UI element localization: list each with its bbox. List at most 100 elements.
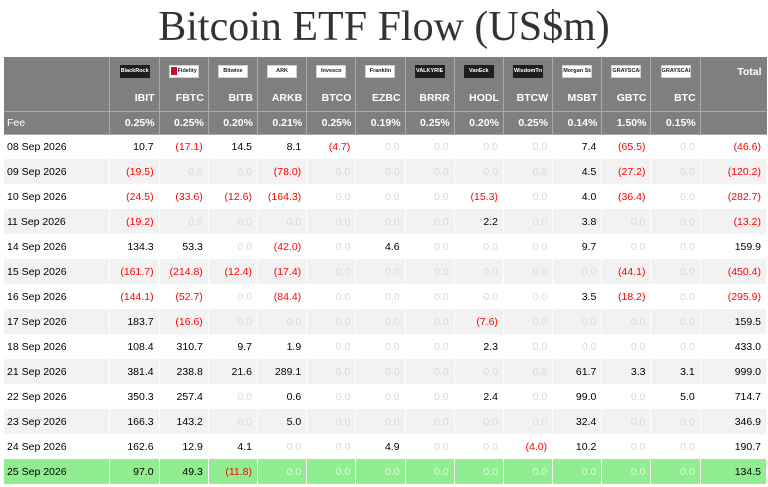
flow-cell: 0.0 <box>650 134 701 159</box>
flow-cell: 0.0 <box>405 134 455 159</box>
row-date: 08 Sep 2026 <box>4 134 111 159</box>
fidelity-mark-icon <box>170 66 177 75</box>
flow-cell: 0.0 <box>306 234 357 259</box>
table-row: 14 Sep 2026 134.3 53.3 0.0 (42.0) 0.0 4.6 0.0 0.… <box>4 234 768 259</box>
flow-cell: 0.0 <box>306 259 357 284</box>
flow-cell: 0.0 <box>650 209 701 234</box>
flow-cell: 0.0 <box>405 434 455 459</box>
flow-cell: 0.0 <box>601 459 652 484</box>
flow-cell: 0.0 <box>355 209 406 234</box>
row-date: 10 Sep 2026 <box>4 184 111 209</box>
table-row: 17 Sep 2026 183.7 (16.6) 0.0 0.0 0.0 0.0 0.0 (7.… <box>4 309 768 334</box>
logo-row: BlackRock Fidelity Bitwise ARK Invesco Frankl… <box>4 57 767 86</box>
fee-label: Fee <box>4 110 111 135</box>
row-total: (450.4) <box>700 259 768 284</box>
flow-cell: (11.8) <box>208 459 258 484</box>
flow-cell: (42.0) <box>257 234 308 259</box>
flow-cell: 0.0 <box>355 384 406 409</box>
row-total: 190.7 <box>700 434 768 459</box>
fund-fee: 0.25% <box>306 110 357 135</box>
flow-cell: (18.2) <box>601 284 652 309</box>
fund-logo-cell: Morgan Stanley <box>552 57 603 86</box>
flow-cell: 0.0 <box>208 209 258 234</box>
table-row: 16 Sep 2026 (144.1) (52.7) 0.0 (84.4) 0.0 0.0 0… <box>4 284 768 309</box>
flow-cell: (214.8) <box>159 259 209 284</box>
flow-cell: 0.0 <box>503 284 554 309</box>
flow-cell: 0.0 <box>552 309 603 334</box>
flow-cell: (4.7) <box>306 134 357 159</box>
flow-cell: 0.0 <box>503 234 554 259</box>
fund-logo-text: Franklin <box>369 68 392 74</box>
flow-cell: 0.0 <box>306 409 357 434</box>
flow-cell: 7.4 <box>552 134 603 159</box>
flow-cell: 0.0 <box>503 209 554 234</box>
flow-cell: 2.4 <box>454 384 504 409</box>
valkyrie-logo: VALKYRIE <box>414 65 445 78</box>
flow-cell: 0.0 <box>650 334 701 359</box>
flow-cell: 0.0 <box>650 234 701 259</box>
flow-cell: 0.0 <box>355 309 406 334</box>
flow-cell: 0.0 <box>405 359 455 384</box>
flow-cell: 0.0 <box>650 184 701 209</box>
flow-cell: 0.0 <box>405 209 455 234</box>
flow-cell: 0.0 <box>503 409 554 434</box>
flow-cell: 0.0 <box>405 309 455 334</box>
flow-cell: 0.0 <box>503 359 554 384</box>
flow-cell: 0.0 <box>503 159 554 184</box>
flow-cell: 0.0 <box>454 159 504 184</box>
flow-cell: 0.0 <box>601 234 652 259</box>
row-date: 15 Sep 2026 <box>4 259 111 284</box>
fund-fee: 0.20% <box>208 110 258 135</box>
fund-logo-text: Bitwise <box>223 68 243 74</box>
flow-cell: 0.0 <box>503 459 554 484</box>
flow-cell: 162.6 <box>109 434 160 459</box>
flow-cell: 61.7 <box>552 359 603 384</box>
table-row: 11 Sep 2026 (19.2) 0.0 0.0 0.0 0.0 0.0 0.0 2.2 0.… <box>4 209 768 234</box>
fund-ticker: HODL <box>454 86 504 111</box>
flow-cell: 0.0 <box>355 159 406 184</box>
row-date: 22 Sep 2026 <box>4 384 111 409</box>
flow-cell: 0.0 <box>159 209 209 234</box>
flow-cell: 257.4 <box>159 384 209 409</box>
flow-cell: (12.4) <box>208 259 258 284</box>
flow-cell: 0.0 <box>405 459 455 484</box>
ticker-blank-total <box>700 86 767 111</box>
row-date: 16 Sep 2026 <box>4 284 111 309</box>
flow-cell: 0.0 <box>503 384 554 409</box>
flow-cell: 32.4 <box>552 409 603 434</box>
flow-cell: 0.0 <box>503 334 554 359</box>
vaneck-logo: VanEck <box>463 65 494 78</box>
bitwise-logo: Bitwise <box>217 65 248 78</box>
table-body: 08 Sep 2026 10.7 (17.1) 14.5 8.1 (4.7) 0.0 0.0 0… <box>4 134 768 484</box>
flow-cell: 49.3 <box>159 459 209 484</box>
flow-cell: 0.0 <box>355 184 406 209</box>
fund-logo-cell: GRAYSCALE <box>601 57 652 86</box>
flow-cell: 0.0 <box>306 384 357 409</box>
flow-cell: 0.0 <box>454 259 504 284</box>
flow-cell: (17.1) <box>159 134 209 159</box>
fund-fee: 0.14% <box>552 110 603 135</box>
row-date: 11 Sep 2026 <box>4 209 111 234</box>
flow-cell: 3.3 <box>601 359 652 384</box>
row-date: 21 Sep 2026 <box>4 359 111 384</box>
row-total: (13.2) <box>700 209 768 234</box>
flow-cell: (144.1) <box>109 284 160 309</box>
flow-cell: (78.0) <box>257 159 308 184</box>
flow-cell: 0.0 <box>601 309 652 334</box>
table-row: 08 Sep 2026 10.7 (17.1) 14.5 8.1 (4.7) 0.0 0.0 0… <box>4 134 768 159</box>
flow-cell: 0.0 <box>503 134 554 159</box>
flow-cell: 0.0 <box>650 259 701 284</box>
flow-cell: 4.9 <box>355 434 406 459</box>
flow-cell: 0.0 <box>306 334 357 359</box>
flow-cell: (161.7) <box>109 259 160 284</box>
flow-cell: (44.1) <box>601 259 652 284</box>
fund-ticker: BITB <box>208 86 258 111</box>
row-total: (46.6) <box>700 134 768 159</box>
row-total: 134.5 <box>700 459 768 484</box>
flow-cell: 0.0 <box>208 409 258 434</box>
fee-blank-total <box>700 110 767 135</box>
page-title: Bitcoin ETF Flow (US$m) <box>158 4 610 50</box>
flow-cell: 0.0 <box>650 159 701 184</box>
flow-cell: (16.6) <box>159 309 209 334</box>
fund-logo-text: Morgan Stanley <box>563 68 591 74</box>
